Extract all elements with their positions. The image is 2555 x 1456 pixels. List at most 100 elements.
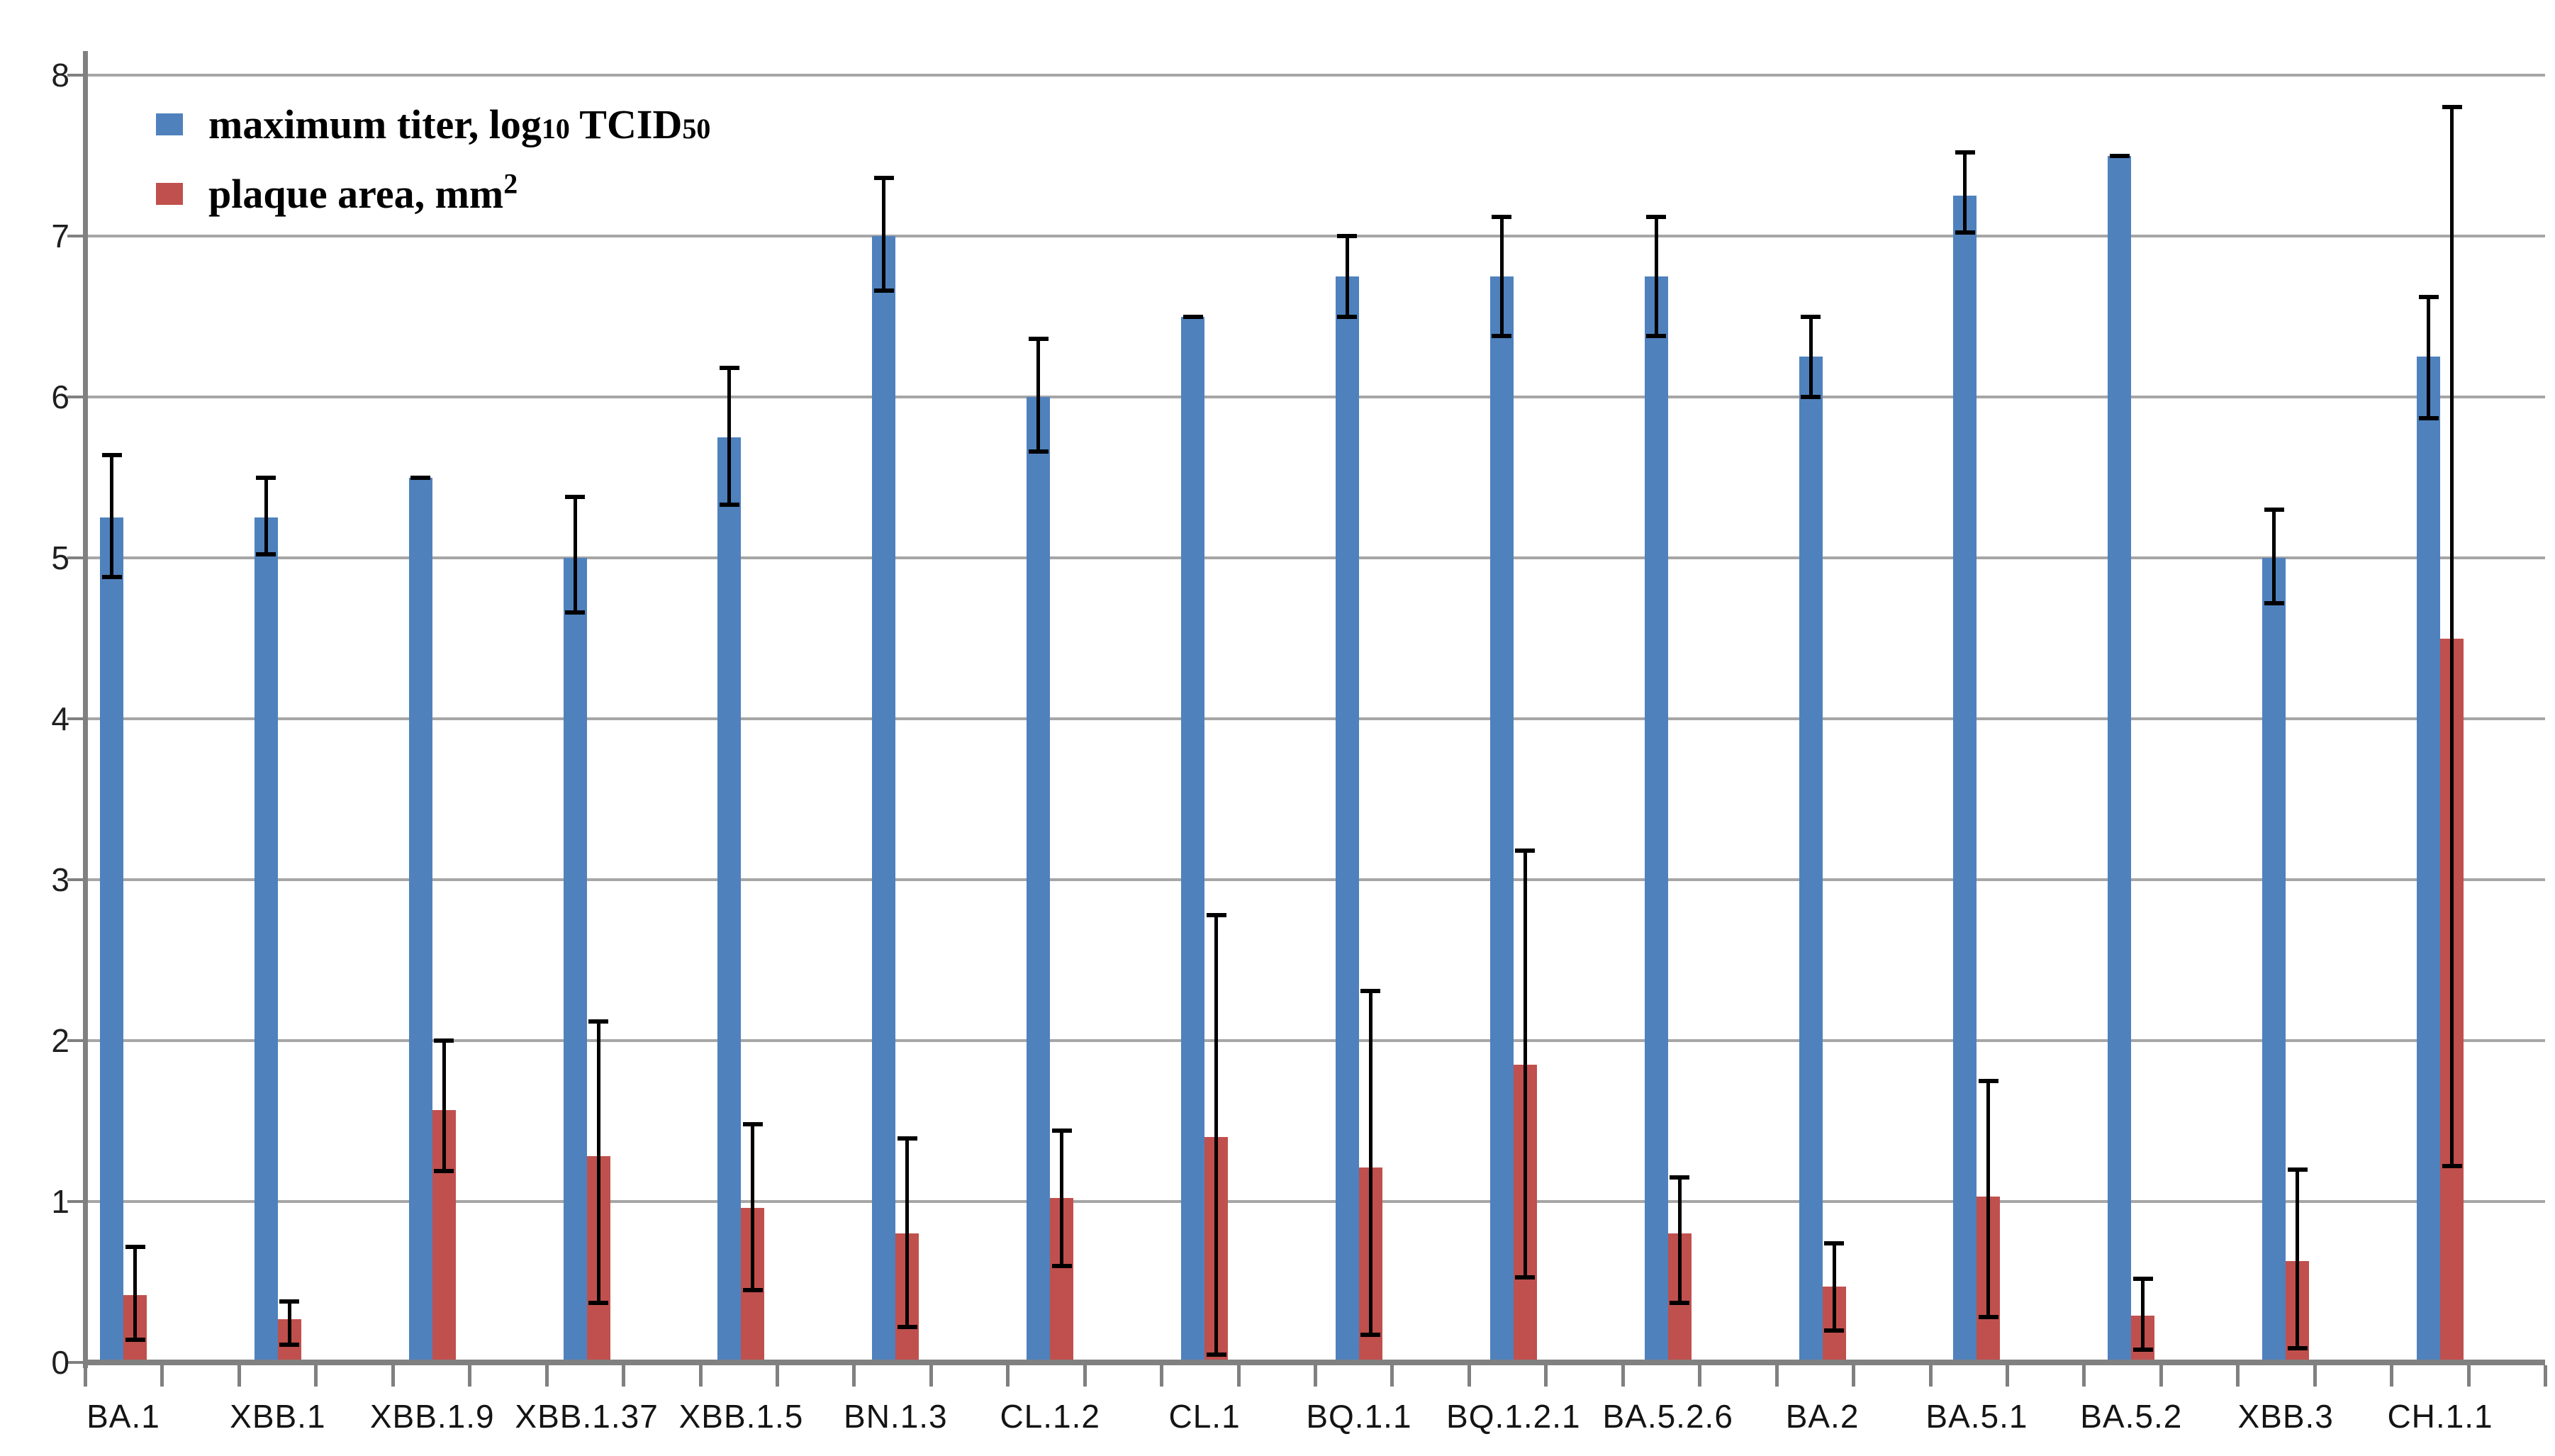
error-bar-plaque-BA.5.2.6 (1677, 1177, 1682, 1303)
error-cap-bottom-plaque-XBB.1.5 (742, 1287, 763, 1292)
error-cap-bottom-titer-BQ.1.2.1 (1492, 333, 1512, 338)
error-bar-plaque-BA.5.2 (2141, 1278, 2145, 1350)
legend-label-tcid-text: TCID (569, 101, 683, 147)
y-axis-tick-label-6: 6 (51, 379, 69, 415)
error-bar-plaque-XBB.1.5 (751, 1124, 755, 1290)
error-cap-bottom-plaque-BA.1 (125, 1338, 145, 1343)
bar-titer-BQ.1.2.1 (1489, 276, 1514, 1362)
x-axis-tick-6 (544, 1365, 549, 1387)
x-axis-tick-3 (314, 1365, 318, 1387)
y-axis-tick-label-1: 1 (51, 1183, 69, 1220)
legend-swatch-max-titer-icon (156, 113, 183, 135)
bar-titer-BA.2 (1799, 357, 1823, 1362)
error-cap-bottom-titer-BQ.1.1 (1337, 314, 1358, 319)
y-axis-tick-label-8: 8 (51, 57, 69, 94)
x-axis-label-CL.1: CL.1 (1168, 1398, 1241, 1435)
x-axis-line (83, 1360, 2545, 1365)
error-cap-bottom-titer-CH.1.1 (2418, 415, 2439, 420)
x-axis-label-BA.5.1: BA.5.1 (1925, 1398, 2028, 1435)
error-cap-bottom-plaque-XBB.3 (2287, 1345, 2308, 1350)
error-cap-top-titer-BQ.1.2.1 (1492, 214, 1512, 219)
gridline-7 (85, 235, 2545, 237)
error-bar-titer-XBB.1 (264, 477, 268, 555)
error-cap-top-titer-XBB.3 (2264, 507, 2284, 512)
legend-label-plaque-text: plaque area, mm (208, 170, 504, 217)
error-cap-bottom-plaque-CL.1 (1206, 1352, 1226, 1357)
x-axis-label-CH.1.1: CH.1.1 (2387, 1398, 2493, 1435)
x-axis-tick-9 (775, 1365, 779, 1387)
error-cap-top-titer-CL.1.2 (1028, 337, 1049, 342)
error-cap-top-titer-XBB.1.37 (565, 494, 586, 499)
y-axis-tick-5 (67, 556, 83, 559)
error-bar-titer-BA.1 (110, 454, 113, 578)
x-axis-tick-8 (698, 1365, 703, 1387)
gridline-2 (85, 1039, 2545, 1042)
y-axis-tick-0 (67, 1361, 83, 1364)
x-axis-tick-14 (1160, 1365, 1164, 1387)
x-axis-tick-32 (2544, 1365, 2547, 1387)
x-axis-label-BA.5.2: BA.5.2 (2080, 1398, 2183, 1435)
error-bar-plaque-CL.1.2 (1060, 1131, 1064, 1266)
x-axis-tick-20 (1621, 1365, 1625, 1387)
error-cap-top-plaque-CL.1.2 (1051, 1129, 1072, 1133)
error-cap-bottom-titer-XBB.1.5 (719, 503, 739, 508)
error-cap-top-plaque-CH.1.1 (2442, 105, 2462, 110)
legend-swatch-plaque-area-icon (156, 182, 183, 205)
error-bar-plaque-BQ.1.2.1 (1523, 851, 1527, 1277)
x-axis-tick-13 (1083, 1365, 1087, 1387)
gridline-3 (85, 878, 2545, 881)
error-bar-plaque-BQ.1.1 (1368, 990, 1372, 1335)
error-bar-plaque-BA.1 (133, 1246, 137, 1340)
x-axis-tick-7 (622, 1365, 626, 1387)
error-cap-top-titer-BQ.1.1 (1337, 234, 1358, 238)
x-axis-label-XBB.1: XBB.1 (230, 1398, 326, 1435)
error-cap-top-plaque-XBB.3 (2287, 1167, 2308, 1172)
error-cap-bottom-titer-BA.5.1 (1955, 230, 1975, 235)
error-cap-top-titer-BA.1 (101, 452, 122, 457)
x-axis-label-XBB.1.9: XBB.1.9 (369, 1398, 495, 1435)
error-cap-bottom-plaque-CH.1.1 (2442, 1164, 2462, 1169)
x-axis-tick-10 (852, 1365, 856, 1387)
error-bar-plaque-BN.1.3 (905, 1138, 910, 1328)
error-cap-bottom-plaque-BA.5.2.6 (1670, 1301, 1690, 1305)
y-axis-tick-label-0: 0 (51, 1344, 69, 1381)
error-cap-bottom-plaque-BA.5.2 (2132, 1347, 2153, 1352)
x-axis-tick-31 (2466, 1365, 2471, 1387)
error-cap-bottom-plaque-BQ.1.2.1 (1515, 1275, 1536, 1279)
error-cap-bottom-plaque-BN.1.3 (897, 1325, 917, 1330)
error-bar-titer-BA.5.1 (1963, 152, 1967, 233)
x-axis-tick-0 (84, 1365, 87, 1387)
error-cap-bottom-titer-BN.1.3 (873, 289, 894, 293)
error-cap-top-plaque-XBB.1.5 (742, 1122, 763, 1127)
x-axis-label-BQ.1.2.1: BQ.1.2.1 (1446, 1398, 1581, 1435)
error-cap-bottom-plaque-CL.1.2 (1051, 1263, 1072, 1268)
bar-titer-BA.5.2 (2108, 155, 2132, 1362)
bar-titer-CL.1.2 (1027, 397, 1051, 1362)
bar-titer-BA.5.2.6 (1644, 276, 1668, 1362)
x-axis-tick-1 (160, 1365, 164, 1387)
x-axis-label-CL.1.2: CL.1.2 (1000, 1398, 1100, 1435)
error-bar-titer-BQ.1.2.1 (1499, 216, 1504, 336)
x-axis-label-XBB.3: XBB.3 (2237, 1398, 2334, 1435)
error-cap-top-plaque-BA.5.2.6 (1670, 1175, 1690, 1180)
error-cap-top-titer-BN.1.3 (873, 176, 894, 181)
error-cap-top-plaque-BA.5.2 (2132, 1276, 2153, 1281)
bar-titer-XBB.3 (2262, 558, 2286, 1362)
x-axis-tick-23 (1852, 1365, 1856, 1387)
error-bar-titer-BA.2 (1808, 316, 1813, 397)
error-bar-plaque-BA.2 (1832, 1243, 1836, 1331)
legend-label-plaque-area: plaque area, mm2 (208, 169, 518, 218)
y-axis-tick-label-5: 5 (51, 539, 69, 576)
error-cap-titer-BA.5.2 (2109, 153, 2130, 158)
error-cap-bottom-titer-BA.1 (101, 575, 122, 580)
error-bar-plaque-XBB.1 (287, 1301, 291, 1345)
x-axis-tick-16 (1314, 1365, 1317, 1387)
y-axis-tick-3 (67, 878, 83, 881)
y-axis-tick-1 (67, 1200, 83, 1203)
x-axis-tick-5 (468, 1365, 472, 1387)
x-axis-tick-11 (929, 1365, 933, 1387)
error-bar-plaque-XBB.1.37 (596, 1021, 600, 1303)
error-bar-titer-CH.1.1 (2427, 297, 2431, 418)
x-axis-label-BQ.1.1: BQ.1.1 (1306, 1398, 1412, 1435)
x-axis-label-BA.1: BA.1 (86, 1398, 160, 1435)
